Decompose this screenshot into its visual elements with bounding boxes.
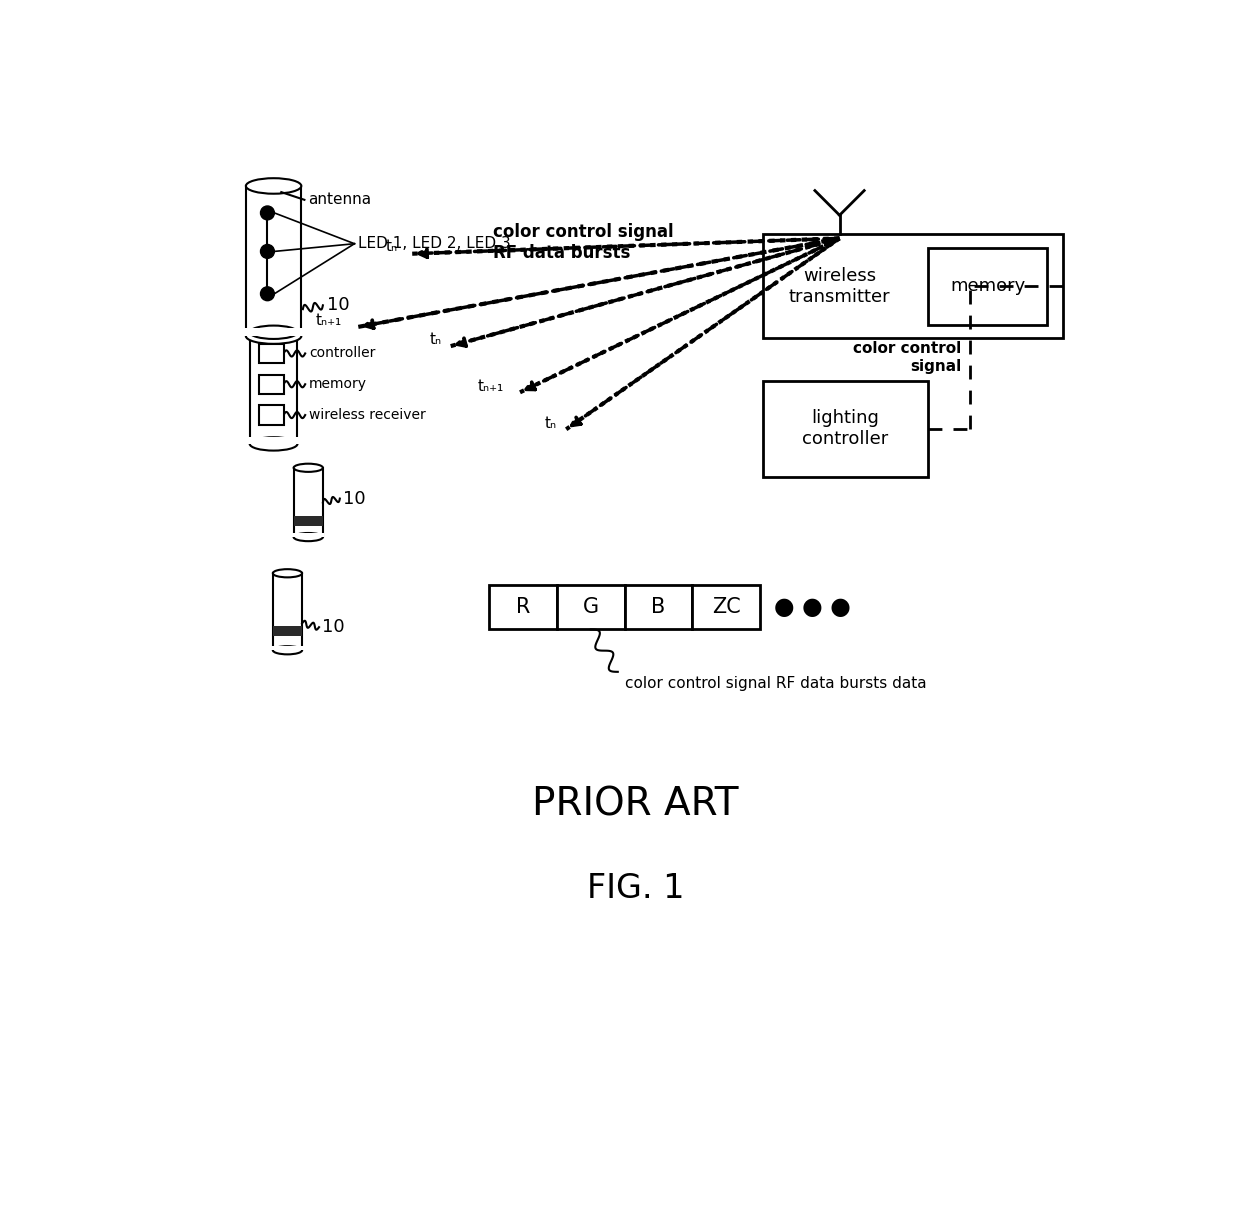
Text: PRIOR ART: PRIOR ART	[532, 786, 739, 823]
Ellipse shape	[294, 463, 322, 472]
Bar	[293, 533, 325, 537]
Ellipse shape	[273, 569, 303, 578]
Text: B: B	[651, 597, 666, 618]
Text: 10: 10	[326, 297, 350, 314]
Bar	[249, 332, 298, 444]
Bar	[273, 625, 303, 636]
Bar	[272, 646, 304, 651]
Ellipse shape	[246, 179, 301, 193]
Bar	[625, 585, 692, 630]
Circle shape	[260, 287, 274, 300]
Text: ● ● ●: ● ● ●	[774, 595, 851, 619]
Text: wireless receiver: wireless receiver	[309, 409, 425, 422]
Circle shape	[260, 206, 274, 220]
Ellipse shape	[249, 326, 298, 339]
Bar	[259, 405, 284, 424]
Bar	[490, 585, 557, 630]
Text: tₙ: tₙ	[429, 332, 441, 348]
Text: controller: controller	[309, 347, 376, 360]
Bar	[246, 186, 301, 336]
Text: lighting
controller: lighting controller	[802, 410, 888, 449]
Text: memory: memory	[950, 277, 1025, 295]
Bar	[294, 517, 322, 525]
Text: FIG. 1: FIG. 1	[587, 872, 684, 906]
Bar	[244, 328, 303, 336]
Text: tₙ₊₁: tₙ₊₁	[316, 314, 342, 328]
Text: color control signal
RF data bursts: color control signal RF data bursts	[494, 223, 673, 261]
Circle shape	[260, 244, 274, 258]
Text: ZC: ZC	[712, 597, 740, 618]
Ellipse shape	[294, 533, 322, 541]
Ellipse shape	[273, 646, 303, 654]
Ellipse shape	[249, 438, 298, 451]
Bar	[928, 248, 1048, 325]
Text: wireless
transmitter: wireless transmitter	[789, 268, 890, 306]
Bar	[248, 438, 299, 444]
Text: tₙ₊₁: tₙ₊₁	[477, 378, 503, 394]
Bar	[763, 381, 928, 477]
Text: R: R	[516, 597, 531, 618]
Ellipse shape	[246, 328, 301, 344]
Bar	[294, 468, 322, 537]
Text: color control
signal: color control signal	[853, 342, 961, 373]
Bar	[763, 235, 1063, 338]
Text: 10: 10	[322, 618, 345, 636]
Text: 10: 10	[343, 490, 366, 507]
Bar	[692, 585, 760, 630]
Bar	[273, 573, 303, 651]
Bar	[259, 375, 284, 394]
Text: G: G	[583, 597, 599, 618]
Text: color control signal RF data bursts data: color control signal RF data bursts data	[625, 676, 928, 691]
Text: LED 1, LED 2, LED 3: LED 1, LED 2, LED 3	[358, 236, 511, 252]
Text: memory: memory	[309, 377, 367, 392]
Text: tₙ: tₙ	[386, 238, 397, 253]
Bar	[557, 585, 625, 630]
Bar	[259, 344, 284, 364]
Text: tₙ: tₙ	[544, 416, 557, 430]
Text: antenna: antenna	[309, 192, 371, 207]
